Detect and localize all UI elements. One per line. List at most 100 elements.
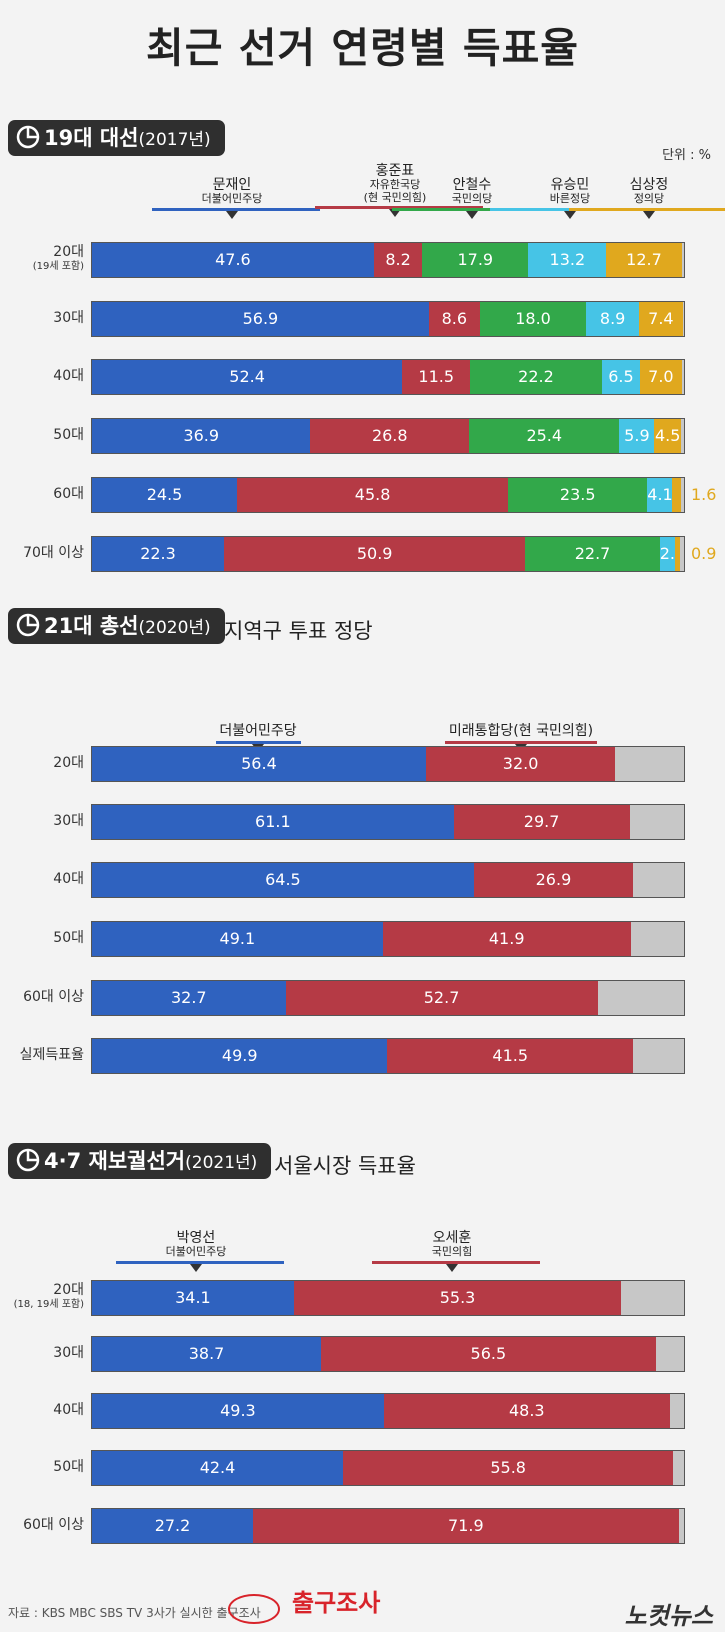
category-text: 20대 [53,755,84,771]
category-label: 30대 [0,1345,84,1362]
category-label: 실제득표율 [0,1047,84,1064]
legend-name: 심상정 [629,177,669,193]
category-text: 20대 [53,244,84,260]
category-text: 50대 [53,1459,84,1475]
bar-row: 27.2 71.9 [91,1508,685,1544]
legend-pointer-icon [446,1263,458,1272]
bar-row: 36.9 26.8 25.4 5.9 4.5 [91,418,685,454]
bar-segment: 7.4 [638,302,683,336]
legend-pointer-icon [226,210,238,219]
bar-segment: 56.5 [321,1337,656,1371]
bar-segment: 22.7 [525,537,660,571]
bar-segment-other [681,478,684,512]
bar-segment-other [680,419,684,453]
bar-segment: 49.1 [92,922,383,956]
legend-underline [569,207,725,211]
legend-name: 오세훈 [432,1230,472,1246]
bar-segment: 41.5 [387,1039,634,1073]
bar-segment: 26.9 [473,863,634,897]
legend-name: 유승민 [550,177,590,193]
legend-name: 문재인 [212,177,252,193]
section-subtitle: 지역구 투표 정당 [224,619,373,643]
source-note: 자료 : KBS MBC SBS TV 3사가 실시한 출구조사 [8,1606,261,1620]
bar-segment: 52.4 [92,360,403,394]
bar-segment [671,478,681,512]
legend-name: 안철수 [452,177,492,193]
legend-sub: 국민의당 [451,192,493,206]
bar-segment: 32.0 [425,747,616,781]
bar-segment-other [680,537,684,571]
legend-underline [392,207,560,211]
section-year: (2017년) [138,130,211,150]
bar-row: 56.4 32.0 [91,746,685,782]
legend-underline [215,741,301,745]
legend-pointer-icon [564,210,576,219]
bar-segment [675,537,681,571]
category-text: 60대 이상 [23,1517,84,1533]
bar-row: 47.6 8.2 17.9 13.2 12.7 [91,242,685,278]
category-label: 50대 [0,1459,84,1476]
bar-row: 64.5 26.9 [91,862,685,898]
bar-segment-other [681,243,684,277]
section-header-2021: 4·7 재보궐선거(2021년) [8,1143,272,1179]
bar-segment: 11.5 [402,360,471,394]
category-label: 50대 [0,930,84,947]
bar-segment: 32.7 [92,981,286,1015]
bar-row: 49.3 48.3 [91,1393,685,1429]
section-title: 21대 총선 [44,614,139,638]
bar-segment: 8.6 [428,302,480,336]
legend-sub: 자유한국당 [369,178,421,192]
category-label: 40대 [0,871,84,888]
category-label: 60대 이상 [0,989,84,1006]
bar-segment: 18.0 [479,302,587,336]
bar-segment-other [629,805,684,839]
bar-segment: 52.7 [285,981,598,1015]
bar-segment: 4.5 [654,419,681,453]
category-text: 60대 [53,486,84,502]
bar-segment: 5.9 [619,419,655,453]
bar-segment: 71.9 [253,1509,679,1543]
category-text: 30대 [53,813,84,829]
bar-row: 61.1 29.7 [91,804,685,840]
section-header-2017: 19대 대선(2017년) [8,120,225,156]
data-label-outside: 1.6 [691,485,717,504]
bar-segment: 25.4 [469,419,620,453]
legend-pointer-icon [643,210,655,219]
bar-segment-other [681,360,684,394]
exit-poll-label: 출구조사 [292,1589,381,1617]
bar-segment-other [655,1337,684,1371]
category-label: 50대 [0,427,84,444]
bar-segment: 41.9 [382,922,631,956]
bar-row: 49.9 41.5 [91,1038,685,1074]
bar-segment-other [673,1451,684,1485]
category-label: 40대 [0,368,84,385]
category-text: 30대 [53,310,84,326]
category-text: 70대 이상 [23,545,84,561]
bar-segment: 4.1 [647,478,672,512]
bar-segment-other [678,1509,684,1543]
category-note: (18, 19세 포함) [13,1298,84,1310]
bar-segment: 23.5 [508,478,648,512]
bar-segment-other [633,863,684,897]
bar-segment: 36.9 [92,419,311,453]
section-header-2020: 21대 총선(2020년) [8,608,225,644]
legend-sub: 정의당 [633,192,665,206]
category-label: 20대 (18, 19세 포함) [0,1282,84,1311]
legend-item: 안철수 국민의당 [392,177,560,219]
category-label: 70대 이상 [0,545,84,562]
section-year: (2021년) [185,1153,258,1173]
legend-name: 미래통합당(현 국민의힘) [448,723,594,739]
bar-segment: 2.6 [659,537,676,571]
bar-segment: 47.6 [92,243,374,277]
page-title: 최근 선거 연령별 득표율 [145,24,580,72]
bar-segment: 45.8 [237,478,509,512]
legend-underline [372,1260,540,1264]
legend-sub: (현 국민의힘) [363,190,427,204]
category-label: 20대 [0,755,84,772]
logo: 노컷뉴스 [624,1602,713,1630]
bar-segment: 49.3 [92,1394,384,1428]
bar-segment: 56.9 [92,302,429,336]
bar-segment: 48.3 [383,1394,670,1428]
category-text: 30대 [53,1345,84,1361]
ballot-icon [16,1148,40,1172]
